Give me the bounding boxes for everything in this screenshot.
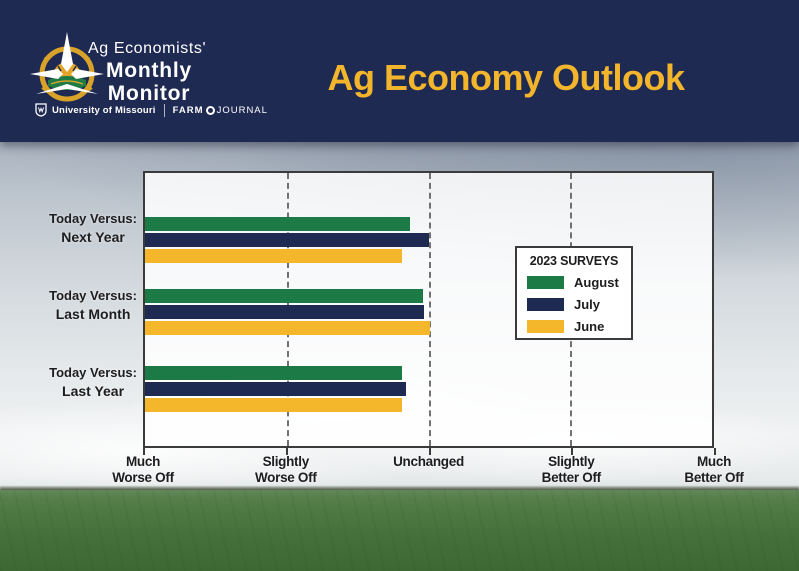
tick-mark <box>571 448 574 455</box>
x-label-line: Much <box>696 454 732 469</box>
legend-label-july: July <box>574 297 601 312</box>
bar-july-last-year <box>145 382 406 396</box>
category-label-last-month: Today Versus: Last Month <box>49 288 137 323</box>
x-axis-ticks <box>143 448 716 455</box>
x-label-line: Slightly <box>262 454 310 469</box>
bar-june-next-year <box>145 249 402 263</box>
x-label-line: Unchanged <box>393 454 464 469</box>
tick-mark <box>285 448 288 455</box>
legend-swatch-july <box>527 298 564 311</box>
legend-title: 2023 SURVEYS <box>529 254 619 268</box>
page-title: Ag Economy Outlook <box>327 57 685 98</box>
x-label-line: Better Off <box>684 469 744 485</box>
partner-divider <box>163 103 165 117</box>
legend-item-july: July <box>527 297 631 312</box>
category-label-line1: Today Versus: <box>49 288 137 303</box>
legend-label-june: June <box>574 319 605 334</box>
legend-item-june: June <box>527 319 631 334</box>
category-label-line2: Last Month <box>55 305 131 322</box>
category-label-line1: Today Versus: <box>49 211 137 226</box>
gridline-unchanged <box>428 173 431 446</box>
bar-group-last-year <box>145 366 712 414</box>
category-label-last-year: Today Versus: Last Year <box>49 365 137 400</box>
bar-june-last-year <box>145 398 402 412</box>
brand-logo: Ag Economists' Monthly Monitor Universit… <box>0 0 268 142</box>
x-label-slightly-worse: Slightly Worse Off <box>255 454 317 485</box>
bar-august-next-year <box>145 217 411 231</box>
brand-line2: Monthly <box>105 59 193 82</box>
partner-logos: University of Missouri FARM JOURNAL <box>35 101 268 119</box>
x-label-line: Worse Off <box>254 469 317 485</box>
bar-group-last-month <box>145 289 712 337</box>
bar-august-last-month <box>145 289 423 303</box>
x-label-much-worse: Much Worse Off <box>112 454 174 485</box>
x-label-line: Much <box>125 454 161 469</box>
x-axis-labels: Much Worse Off Slightly Worse Off Unchan… <box>112 454 744 494</box>
legend-label-august: August <box>574 275 619 290</box>
bar-group-next-year <box>145 217 712 265</box>
chart-region: 2023 SURVEYS August July June <box>0 142 799 571</box>
legend: 2023 SURVEYS August July June <box>515 246 633 340</box>
x-label-slightly-better: Slightly Better Off <box>541 454 602 485</box>
bar-july-next-year <box>145 233 429 247</box>
farm-journal-journal: JOURNAL <box>216 104 268 116</box>
x-label-line: Worse Off <box>112 469 174 485</box>
x-label-line: Slightly <box>548 454 595 469</box>
header: Ag Economists' Monthly Monitor Universit… <box>0 0 799 142</box>
bar-june-last-month <box>145 321 430 335</box>
horizon-treeline <box>0 486 799 493</box>
university-label: University of Missouri <box>52 104 156 116</box>
header-title-wrap: Ag Economy Outlook <box>265 0 799 142</box>
category-label-next-year: Today Versus: Next Year <box>49 211 137 246</box>
brand-line1: Ag Economists' <box>88 40 207 57</box>
category-label-line2: Last Year <box>62 382 125 399</box>
legend-swatch-august <box>527 276 564 289</box>
bar-july-last-month <box>145 305 425 319</box>
legend-item-august: August <box>527 275 631 290</box>
tick-mark <box>428 448 431 455</box>
field-background <box>0 490 799 571</box>
tick-mark <box>714 448 716 455</box>
category-label-line1: Today Versus: <box>49 365 137 380</box>
bar-august-last-year <box>145 366 402 380</box>
brand-text: Ag Economists' Monthly Monitor <box>88 40 210 104</box>
tick-mark <box>143 448 145 455</box>
brand-line3: Monitor <box>107 82 191 105</box>
x-label-unchanged: Unchanged <box>393 454 464 470</box>
x-label-much-better: Much Better Off <box>684 454 744 485</box>
farm-journal-farm: FARM <box>172 104 204 116</box>
x-label-line: Better Off <box>541 469 602 485</box>
university-shield-icon <box>35 103 47 117</box>
compass-sunrise-icon <box>30 32 104 102</box>
category-label-line2: Next Year <box>61 228 125 245</box>
farm-journal-icon <box>205 105 215 115</box>
legend-swatch-june <box>527 320 564 333</box>
